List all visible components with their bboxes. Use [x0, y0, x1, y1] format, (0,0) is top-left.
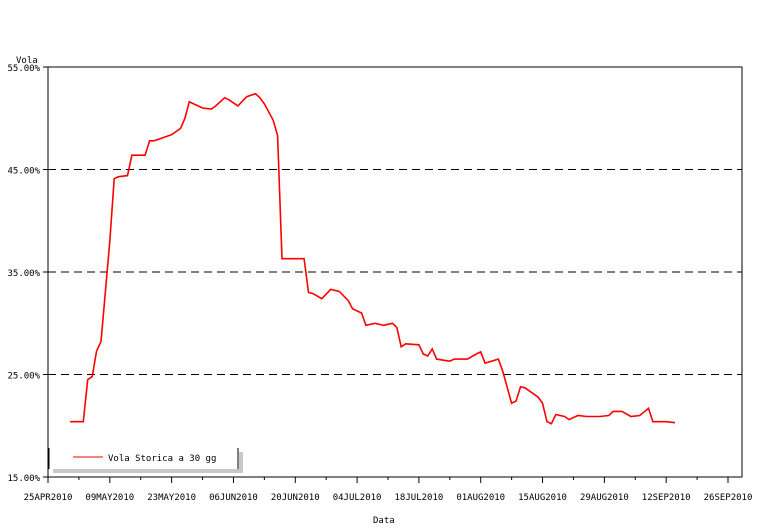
legend-box: [49, 448, 239, 469]
series-line: [70, 92, 676, 425]
x-tick-label: 20JUN2010: [271, 493, 320, 503]
x-tick-label: 04JUL2010: [333, 493, 382, 503]
y-tick-label: 55.00%: [7, 64, 40, 74]
x-tick-label: 23MAY2010: [147, 493, 196, 503]
x-tick-label: 25APR2010: [24, 493, 73, 503]
x-tick-label: 15AUG2010: [518, 493, 567, 503]
y-axis-label: Vola: [16, 56, 38, 66]
x-tick-label: 29AUG2010: [580, 493, 629, 503]
x-tick-label: 01AUG2010: [456, 493, 505, 503]
y-tick-label: 25.00%: [7, 372, 40, 382]
y-tick-label: 15.00%: [7, 474, 40, 484]
x-tick-label: 18JUL2010: [395, 493, 444, 503]
x-tick-label: 26SEP2010: [704, 493, 753, 503]
x-tick-label: 09MAY2010: [85, 493, 134, 503]
y-tick-label: 35.00%: [7, 269, 40, 279]
x-tick-label: 12SEP2010: [642, 493, 691, 503]
x-axis-label: Data: [373, 516, 395, 526]
y-tick-label: 45.00%: [7, 167, 40, 177]
legend: Vola Storica a 30 gg: [48, 448, 243, 473]
x-tick-label: 06JUN2010: [209, 493, 258, 503]
legend-label: Vola Storica a 30 gg: [108, 454, 216, 464]
